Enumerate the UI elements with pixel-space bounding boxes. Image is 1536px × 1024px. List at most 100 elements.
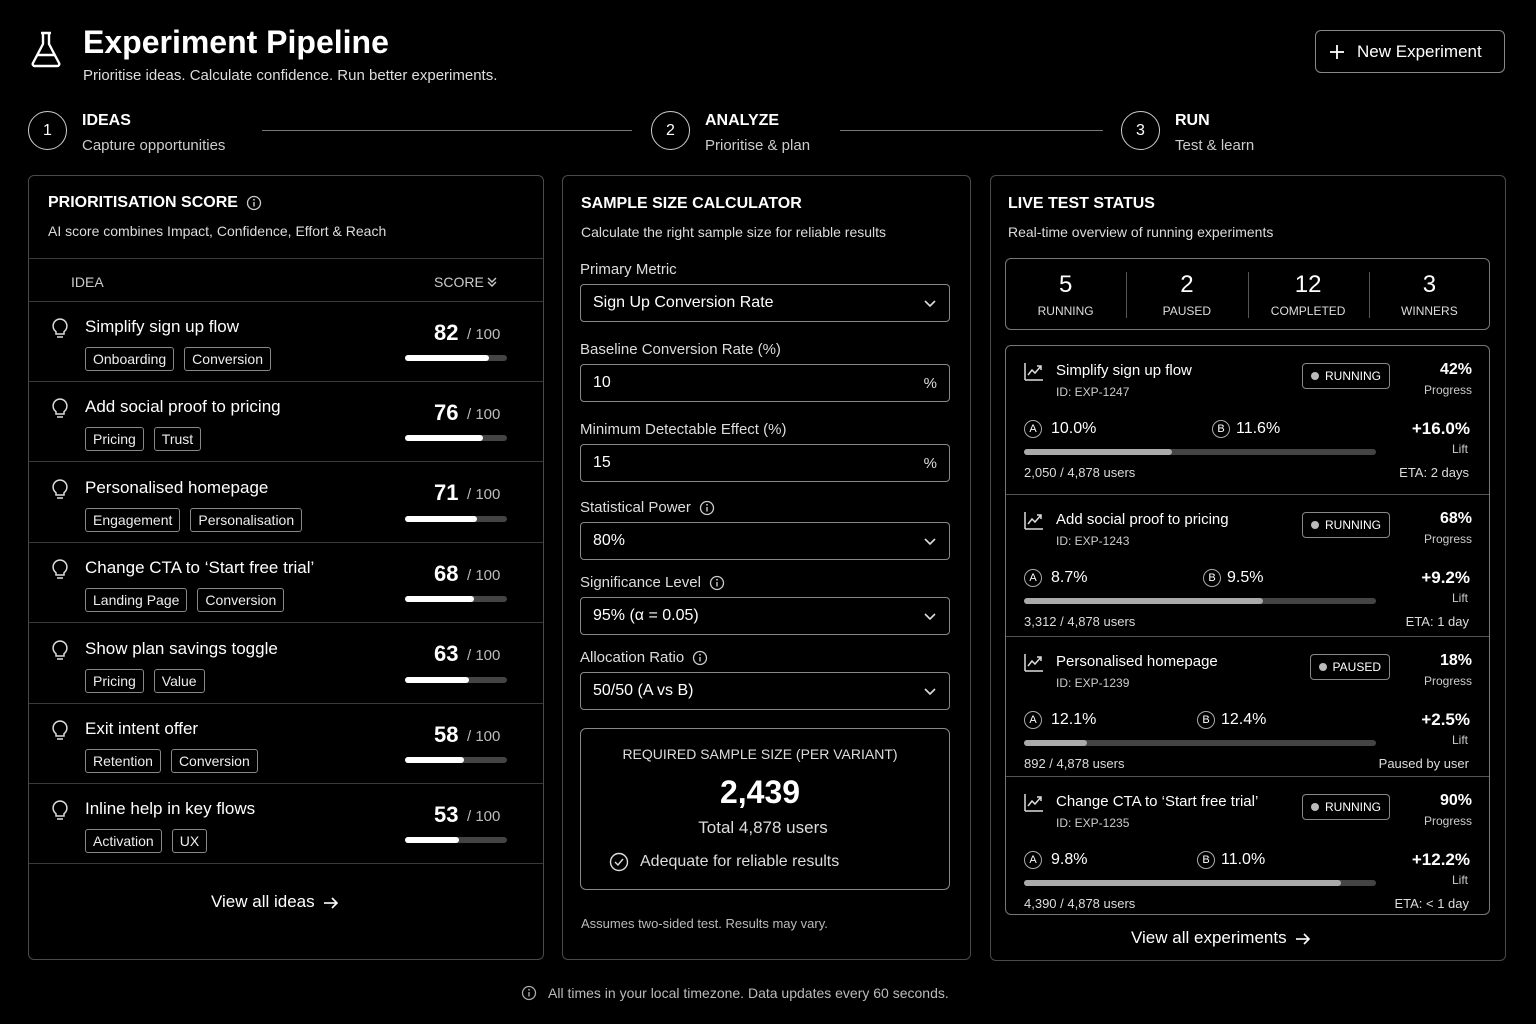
field-label-text: Allocation Ratio <box>580 648 685 666</box>
status-text: RUNNING <box>1325 518 1381 532</box>
trend-icon <box>1024 363 1043 381</box>
variant-letter: A <box>1029 713 1037 726</box>
lift-caption: Lift <box>1451 732 1468 747</box>
users-count: 892 / 4,878 users <box>1024 756 1125 771</box>
status-text: RUNNING <box>1325 369 1381 383</box>
progress-bar <box>1024 598 1264 604</box>
divider <box>1368 272 1370 318</box>
idea-name: Simplify sign up flow <box>85 317 240 336</box>
score-value: 63 <box>434 641 459 667</box>
stat-value: 5 <box>1058 271 1073 298</box>
experiment-name: Add social proof to pricing <box>1056 510 1229 528</box>
field-suffix: % <box>923 454 937 472</box>
step-circle <box>651 111 690 150</box>
divider <box>29 702 543 704</box>
bulb-icon <box>52 479 68 499</box>
flask-icon <box>31 31 61 68</box>
step-title: IDEAS <box>82 112 131 129</box>
divider <box>29 301 543 302</box>
view-all-ideas[interactable]: View all ideas <box>211 890 338 914</box>
divider <box>1006 636 1489 637</box>
step-number: 3 <box>1136 121 1145 139</box>
score-bar <box>405 676 470 683</box>
result-total: Total 4,878 users <box>698 818 828 837</box>
field-value: 95% (α = 0.05) <box>593 607 699 624</box>
tag: Value <box>153 668 205 693</box>
bulb-icon <box>52 800 68 821</box>
score-bar <box>405 757 465 763</box>
arrow-icon <box>1295 932 1310 945</box>
footer-note: All times in your local timezone. Data u… <box>548 985 949 1001</box>
stat-value: 12 <box>1294 271 1322 298</box>
select-input[interactable] <box>580 597 950 635</box>
variant-letter: B <box>1202 713 1210 726</box>
link-text: View all ideas <box>211 892 315 911</box>
select-input[interactable] <box>580 672 950 710</box>
tag: Trust <box>153 427 202 452</box>
view-all-experiments[interactable]: View all experiments <box>1131 926 1310 950</box>
field-label-text: Baseline Conversion Rate (%) <box>580 340 781 358</box>
new-experiment-button[interactable] <box>1315 30 1505 73</box>
experiment-id: ID: EXP-1235 <box>1056 815 1130 830</box>
idea-name: Personalised homepage <box>85 477 269 497</box>
tag: Activation <box>85 829 162 854</box>
progress-caption: Progress <box>1423 813 1472 828</box>
score-value: 58 <box>434 721 459 747</box>
arrow-icon <box>323 896 338 909</box>
progress-bar <box>1024 449 1172 455</box>
score-max: / 100 <box>467 566 501 584</box>
experiment-name: Personalised homepage <box>1056 652 1218 670</box>
lift-value: +16.0% <box>1411 419 1470 438</box>
lift-value: +9.2% <box>1421 568 1470 587</box>
step-connector <box>262 130 632 131</box>
text-input[interactable] <box>580 364 950 402</box>
select-input[interactable] <box>580 522 950 560</box>
result-heading: REQUIRED SAMPLE SIZE (PER VARIANT) <box>622 746 898 762</box>
variant-badge <box>1024 851 1042 869</box>
tag-row: Retention Conversion <box>85 749 258 773</box>
field-value: 10 <box>593 374 611 391</box>
experiment-note: Paused by user <box>1378 756 1469 771</box>
stat-value: 3 <box>1422 271 1437 298</box>
divider <box>29 381 543 382</box>
users-count: 4,390 / 4,878 users <box>1024 896 1136 911</box>
link-text: View all experiments <box>1131 928 1287 947</box>
variant-badge <box>1024 420 1042 438</box>
variant-b-value: 11.6% <box>1236 420 1281 437</box>
tag-row: Pricing Value <box>85 668 205 693</box>
field-suffix: % <box>923 374 937 392</box>
panel-title: SAMPLE SIZE CALCULATOR <box>581 195 802 212</box>
bulb-icon <box>52 720 68 740</box>
variant-letter: A <box>1029 422 1037 435</box>
score-value: 68 <box>434 560 459 586</box>
info-icon <box>709 575 725 590</box>
score-bar <box>405 515 478 522</box>
tag: Onboarding <box>85 347 175 371</box>
variant-letter: A <box>1029 571 1037 584</box>
score-bar <box>405 837 460 844</box>
chevron-icon <box>924 538 936 546</box>
score-bar <box>405 355 489 361</box>
text-input[interactable] <box>580 444 950 482</box>
bulb-icon <box>52 639 68 660</box>
lift-value: +2.5% <box>1421 710 1470 729</box>
panel-subtitle: AI score combines Impact, Confidence, Ef… <box>48 223 387 239</box>
score-value: 76 <box>434 399 459 425</box>
status-dot <box>1311 803 1319 811</box>
variant-badge <box>1212 420 1230 438</box>
tag: Conversion <box>170 749 258 773</box>
trend-icon <box>1024 512 1043 530</box>
result-box <box>580 728 950 890</box>
lift-caption: Lift <box>1451 590 1468 605</box>
trend-icon <box>1024 794 1043 812</box>
tag-row: Pricing Trust <box>85 427 202 452</box>
new-experiment-label: New Experiment <box>1357 42 1482 61</box>
lift-caption: Lift <box>1451 441 1468 456</box>
divider <box>29 863 543 865</box>
tag: Conversion <box>197 588 285 613</box>
stat-label: RUNNING <box>1037 303 1094 318</box>
check-icon <box>609 852 629 872</box>
experiments-box <box>1005 345 1490 915</box>
select-input[interactable] <box>580 284 950 322</box>
